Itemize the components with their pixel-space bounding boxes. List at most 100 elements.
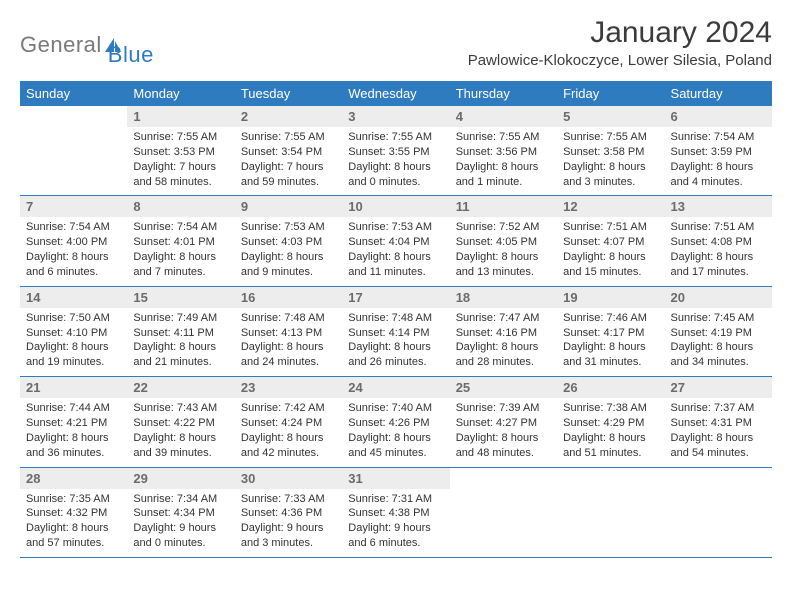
sunset-text: Sunset: 4:21 PM — [26, 416, 121, 431]
sunset-text: Sunset: 4:00 PM — [26, 235, 121, 250]
day-info: Sunrise: 7:42 AMSunset: 4:24 PMDaylight:… — [235, 398, 342, 466]
calendar-day-cell: 11Sunrise: 7:52 AMSunset: 4:05 PMDayligh… — [450, 196, 557, 286]
daylight-text: Daylight: 8 hours and 42 minutes. — [241, 431, 336, 461]
sunset-text: Sunset: 4:14 PM — [348, 326, 443, 341]
day-number: 3 — [342, 106, 449, 127]
day-info: Sunrise: 7:48 AMSunset: 4:14 PMDaylight:… — [342, 308, 449, 376]
sunset-text: Sunset: 3:54 PM — [241, 145, 336, 160]
day-number: 26 — [557, 377, 664, 398]
month-title: January 2024 — [468, 16, 772, 50]
calendar-day-cell: 25Sunrise: 7:39 AMSunset: 4:27 PMDayligh… — [450, 377, 557, 467]
weekday-header: Saturday — [665, 81, 772, 106]
day-number: 6 — [665, 106, 772, 127]
day-info: Sunrise: 7:54 AMSunset: 4:01 PMDaylight:… — [127, 217, 234, 285]
day-number: 14 — [20, 287, 127, 308]
daylight-text: Daylight: 9 hours and 0 minutes. — [133, 521, 228, 551]
calendar-day-cell: 21Sunrise: 7:44 AMSunset: 4:21 PMDayligh… — [20, 377, 127, 467]
title-block: January 2024 Pawlowice-Klokoczyce, Lower… — [468, 16, 772, 75]
calendar-day-cell: 27Sunrise: 7:37 AMSunset: 4:31 PMDayligh… — [665, 377, 772, 467]
day-number: 16 — [235, 287, 342, 308]
sunrise-text: Sunrise: 7:55 AM — [241, 130, 336, 145]
calendar-week-row: 14Sunrise: 7:50 AMSunset: 4:10 PMDayligh… — [20, 286, 772, 376]
calendar-day-cell: 24 Sunrise: 7:40 AMSunset: 4:26 PMDayligh… — [342, 377, 449, 467]
brand-text-general: General — [20, 32, 102, 58]
calendar-day-cell: 13Sunrise: 7:51 AMSunset: 4:08 PMDayligh… — [665, 196, 772, 286]
sunset-text: Sunset: 4:27 PM — [456, 416, 551, 431]
day-number: 29 — [127, 468, 234, 489]
daylight-text: Daylight: 8 hours and 24 minutes. — [241, 340, 336, 370]
calendar-day-cell: 1Sunrise: 7:55 AMSunset: 3:53 PMDaylight… — [127, 106, 234, 196]
sunset-text: Sunset: 4:04 PM — [348, 235, 443, 250]
sunset-text: Sunset: 3:55 PM — [348, 145, 443, 160]
daylight-text: Daylight: 8 hours and 19 minutes. — [26, 340, 121, 370]
day-number: 12 — [557, 196, 664, 217]
sunrise-text: Sunrise: 7:44 AM — [26, 401, 121, 416]
calendar-day-cell: 26Sunrise: 7:38 AMSunset: 4:29 PMDayligh… — [557, 377, 664, 467]
sunrise-text: Sunrise: 7:39 AM — [456, 401, 551, 416]
calendar-day-cell: 12Sunrise: 7:51 AMSunset: 4:07 PMDayligh… — [557, 196, 664, 286]
day-number: 17 — [342, 287, 449, 308]
calendar-day-cell: 9Sunrise: 7:53 AMSunset: 4:03 PMDaylight… — [235, 196, 342, 286]
calendar-day-cell — [20, 106, 127, 196]
daylight-text: Daylight: 8 hours and 45 minutes. — [348, 431, 443, 461]
daylight-text: Daylight: 7 hours and 58 minutes. — [133, 160, 228, 190]
calendar-day-cell: 28Sunrise: 7:35 AMSunset: 4:32 PMDayligh… — [20, 467, 127, 557]
daylight-text: Daylight: 8 hours and 7 minutes. — [133, 250, 228, 280]
sunrise-text: Sunrise: 7:50 AM — [26, 311, 121, 326]
calendar-day-cell: 22Sunrise: 7:43 AMSunset: 4:22 PMDayligh… — [127, 377, 234, 467]
calendar-day-cell: 7Sunrise: 7:54 AMSunset: 4:00 PMDaylight… — [20, 196, 127, 286]
calendar-day-cell: 19Sunrise: 7:46 AMSunset: 4:17 PMDayligh… — [557, 286, 664, 376]
daylight-text: Daylight: 8 hours and 54 minutes. — [671, 431, 766, 461]
day-number: 15 — [127, 287, 234, 308]
weekday-header: Sunday — [20, 81, 127, 106]
day-number: 24 — [342, 377, 449, 398]
sunset-text: Sunset: 4:01 PM — [133, 235, 228, 250]
day-info: Sunrise: 7:37 AMSunset: 4:31 PMDaylight:… — [665, 398, 772, 466]
brand-logo: General Blue — [20, 16, 154, 68]
calendar-day-cell: 18Sunrise: 7:47 AMSunset: 4:16 PMDayligh… — [450, 286, 557, 376]
sunrise-text: Sunrise: 7:40 AM — [348, 401, 443, 416]
sunrise-text: Sunrise: 7:49 AM — [133, 311, 228, 326]
day-number — [20, 106, 127, 127]
day-number: 27 — [665, 377, 772, 398]
daylight-text: Daylight: 8 hours and 26 minutes. — [348, 340, 443, 370]
calendar-week-row: 1Sunrise: 7:55 AMSunset: 3:53 PMDaylight… — [20, 106, 772, 196]
calendar-day-cell: 2Sunrise: 7:55 AMSunset: 3:54 PMDaylight… — [235, 106, 342, 196]
day-number: 18 — [450, 287, 557, 308]
day-info: Sunrise: 7:45 AMSunset: 4:19 PMDaylight:… — [665, 308, 772, 376]
sunrise-text: Sunrise: 7:53 AM — [348, 220, 443, 235]
sunrise-text: Sunrise: 7:48 AM — [241, 311, 336, 326]
calendar-day-cell — [665, 467, 772, 557]
sunrise-text: Sunrise: 7:54 AM — [671, 130, 766, 145]
calendar-day-cell: 15Sunrise: 7:49 AMSunset: 4:11 PMDayligh… — [127, 286, 234, 376]
sunset-text: Sunset: 4:16 PM — [456, 326, 551, 341]
calendar-week-row: 28Sunrise: 7:35 AMSunset: 4:32 PMDayligh… — [20, 467, 772, 557]
weekday-header: Monday — [127, 81, 234, 106]
sunset-text: Sunset: 4:03 PM — [241, 235, 336, 250]
daylight-text: Daylight: 8 hours and 17 minutes. — [671, 250, 766, 280]
weekday-header: Tuesday — [235, 81, 342, 106]
daylight-text: Daylight: 8 hours and 0 minutes. — [348, 160, 443, 190]
day-info: Sunrise: 7:52 AMSunset: 4:05 PMDaylight:… — [450, 217, 557, 285]
sunset-text: Sunset: 4:10 PM — [26, 326, 121, 341]
day-number: 21 — [20, 377, 127, 398]
daylight-text: Daylight: 8 hours and 31 minutes. — [563, 340, 658, 370]
daylight-text: Daylight: 8 hours and 4 minutes. — [671, 160, 766, 190]
sunrise-text: Sunrise: 7:43 AM — [133, 401, 228, 416]
day-number: 31 — [342, 468, 449, 489]
brand-text-blue: Blue — [108, 42, 154, 68]
daylight-text: Daylight: 9 hours and 6 minutes. — [348, 521, 443, 551]
sunrise-text: Sunrise: 7:51 AM — [563, 220, 658, 235]
sunset-text: Sunset: 4:26 PM — [348, 416, 443, 431]
day-number: 23 — [235, 377, 342, 398]
day-number — [557, 468, 664, 489]
day-info: Sunrise: 7:54 AMSunset: 3:59 PMDaylight:… — [665, 127, 772, 195]
calendar-day-cell: 29Sunrise: 7:34 AMSunset: 4:34 PMDayligh… — [127, 467, 234, 557]
day-info: Sunrise: 7:43 AMSunset: 4:22 PMDaylight:… — [127, 398, 234, 466]
day-info: Sunrise: 7:31 AMSunset: 4:38 PMDaylight:… — [342, 489, 449, 557]
day-number: 28 — [20, 468, 127, 489]
masthead: General Blue January 2024 Pawlowice-Klok… — [20, 16, 772, 75]
sunrise-text: Sunrise: 7:55 AM — [456, 130, 551, 145]
day-info: Sunrise: 7:51 AMSunset: 4:08 PMDaylight:… — [665, 217, 772, 285]
day-info: Sunrise: 7:44 AMSunset: 4:21 PMDaylight:… — [20, 398, 127, 466]
